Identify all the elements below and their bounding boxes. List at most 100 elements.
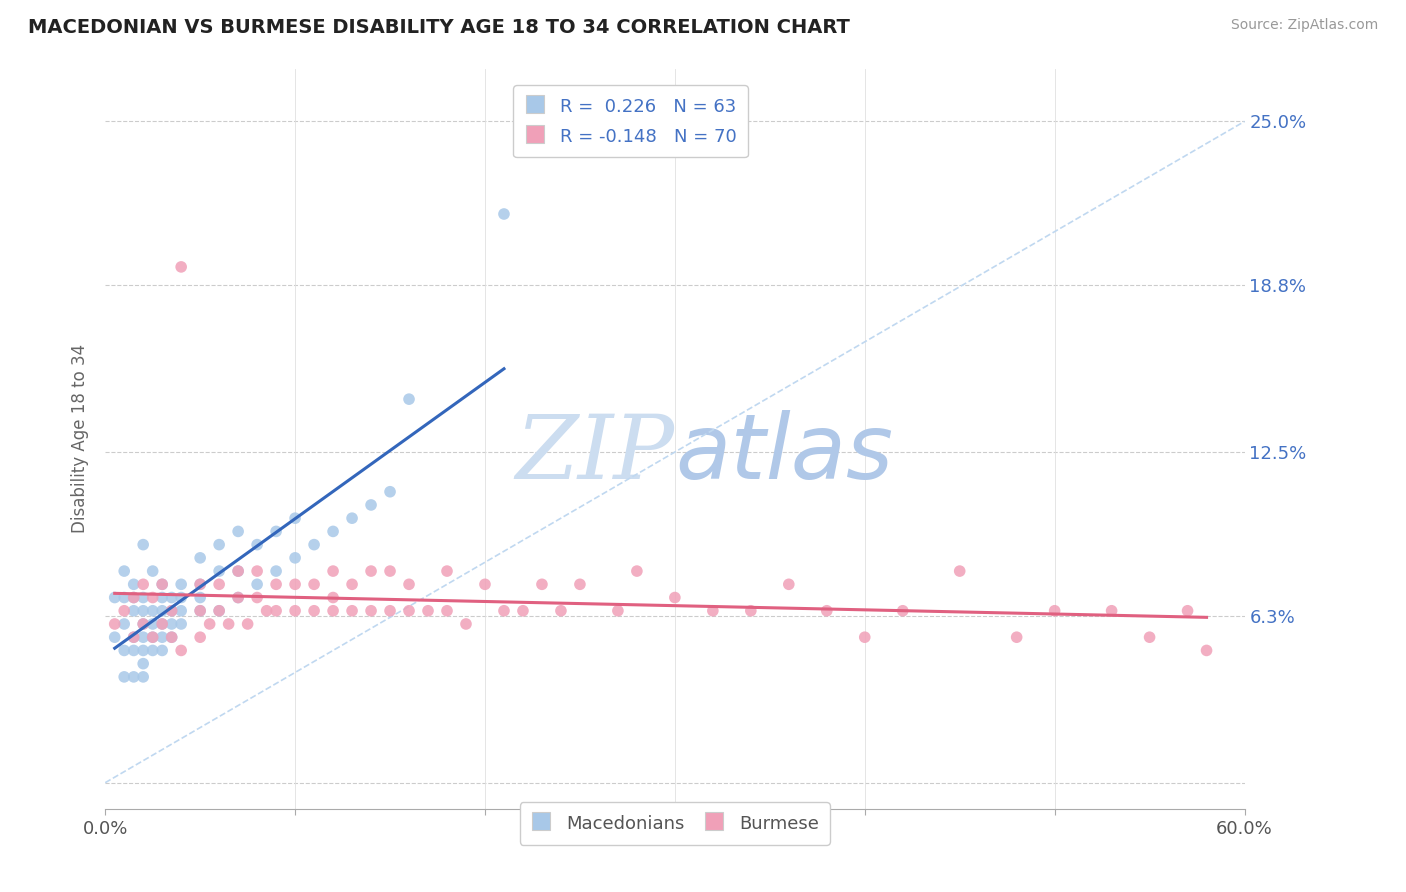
Point — [142, 630, 165, 644]
Text: ZIP: ZIP — [516, 410, 675, 497]
Point — [198, 617, 221, 632]
Point — [568, 577, 591, 591]
Point — [132, 591, 155, 605]
Point — [398, 392, 420, 406]
Point — [132, 617, 155, 632]
Point — [606, 604, 628, 618]
Point — [122, 577, 145, 591]
Point — [322, 564, 344, 578]
Point — [122, 630, 145, 644]
Point — [226, 591, 249, 605]
Point — [142, 643, 165, 657]
Point — [492, 604, 515, 618]
Point — [188, 591, 211, 605]
Point — [246, 538, 269, 552]
Point — [454, 617, 477, 632]
Point — [142, 604, 165, 618]
Point — [226, 591, 249, 605]
Point — [360, 604, 382, 618]
Point — [378, 564, 401, 578]
Point — [170, 591, 193, 605]
Point — [132, 577, 155, 591]
Point — [160, 617, 183, 632]
Point — [1005, 630, 1028, 644]
Point — [530, 577, 553, 591]
Point — [188, 577, 211, 591]
Point — [1177, 604, 1199, 618]
Point — [378, 484, 401, 499]
Point — [550, 604, 572, 618]
Point — [340, 604, 363, 618]
Point — [208, 604, 231, 618]
Point — [142, 630, 165, 644]
Point — [150, 630, 173, 644]
Point — [474, 577, 496, 591]
Point — [626, 564, 648, 578]
Point — [284, 604, 307, 618]
Point — [150, 577, 173, 591]
Point — [122, 591, 145, 605]
Point — [1043, 604, 1066, 618]
Point — [112, 617, 135, 632]
Point — [132, 657, 155, 671]
Point — [160, 604, 183, 618]
Point — [122, 630, 145, 644]
Point — [664, 591, 686, 605]
Point — [188, 577, 211, 591]
Point — [160, 591, 183, 605]
Point — [246, 577, 269, 591]
Point — [208, 577, 231, 591]
Point — [104, 617, 127, 632]
Point — [142, 564, 165, 578]
Point — [188, 550, 211, 565]
Point — [188, 630, 211, 644]
Point — [815, 604, 838, 618]
Point — [160, 630, 183, 644]
Point — [170, 577, 193, 591]
Point — [150, 643, 173, 657]
Point — [416, 604, 439, 618]
Point — [132, 630, 155, 644]
Legend: Macedonians, Burmese: Macedonians, Burmese — [520, 802, 830, 845]
Point — [1139, 630, 1161, 644]
Point — [322, 591, 344, 605]
Point — [302, 604, 325, 618]
Point — [132, 617, 155, 632]
Point — [188, 604, 211, 618]
Point — [112, 670, 135, 684]
Point — [208, 604, 231, 618]
Point — [264, 604, 287, 618]
Point — [132, 538, 155, 552]
Point — [512, 604, 534, 618]
Point — [340, 577, 363, 591]
Point — [778, 577, 800, 591]
Point — [170, 617, 193, 632]
Point — [949, 564, 972, 578]
Point — [492, 207, 515, 221]
Point — [302, 577, 325, 591]
Point — [1101, 604, 1123, 618]
Point — [398, 577, 420, 591]
Point — [284, 511, 307, 525]
Point — [702, 604, 724, 618]
Point — [436, 564, 458, 578]
Point — [104, 591, 127, 605]
Point — [284, 577, 307, 591]
Point — [208, 564, 231, 578]
Point — [226, 564, 249, 578]
Point — [112, 643, 135, 657]
Point — [436, 604, 458, 618]
Point — [122, 604, 145, 618]
Point — [170, 643, 193, 657]
Point — [104, 630, 127, 644]
Point — [398, 604, 420, 618]
Point — [112, 604, 135, 618]
Y-axis label: Disability Age 18 to 34: Disability Age 18 to 34 — [72, 344, 89, 533]
Point — [170, 260, 193, 274]
Point — [150, 591, 173, 605]
Point — [150, 577, 173, 591]
Point — [208, 538, 231, 552]
Point — [378, 604, 401, 618]
Point — [112, 591, 135, 605]
Point — [360, 498, 382, 512]
